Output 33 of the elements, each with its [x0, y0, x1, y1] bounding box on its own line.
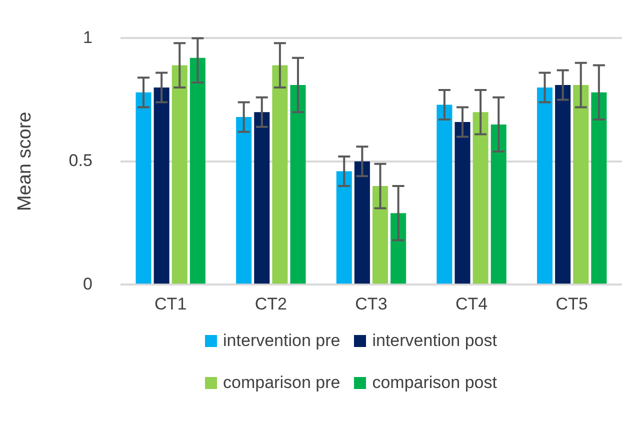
legend-label: intervention post: [372, 331, 497, 351]
bar: [536, 87, 553, 284]
legend-label: comparison pre: [223, 373, 340, 393]
bar: [336, 171, 352, 284]
bar: [555, 85, 571, 284]
bar: [254, 112, 270, 284]
bar: [190, 58, 206, 284]
x-tick-label: CT4: [455, 294, 488, 314]
bar: [236, 117, 252, 284]
bar: [573, 85, 589, 284]
y-tick-label: 0.5: [68, 151, 92, 170]
bar: [372, 186, 388, 284]
bar: [172, 65, 188, 284]
bar: [354, 161, 370, 284]
bar: [436, 104, 452, 284]
legend-label: intervention pre: [223, 331, 340, 351]
x-tick-label: CT5: [556, 294, 588, 314]
bar: [472, 112, 488, 284]
x-tick-label: CT3: [355, 294, 388, 314]
bar: [591, 92, 607, 284]
legend-label: comparison post: [372, 373, 497, 393]
bar: [136, 92, 152, 284]
y-axis-title: Mean score: [14, 112, 36, 212]
bar: [272, 65, 288, 284]
bar: [390, 213, 406, 284]
bar: [454, 122, 470, 284]
x-tick-label: CT1: [154, 294, 187, 314]
y-tick-label: 1: [82, 28, 92, 47]
y-tick-label: 0: [82, 274, 92, 294]
x-tick-label: CT2: [254, 294, 287, 314]
bar: [490, 124, 506, 284]
bar: [154, 87, 170, 284]
bar: [290, 85, 306, 284]
